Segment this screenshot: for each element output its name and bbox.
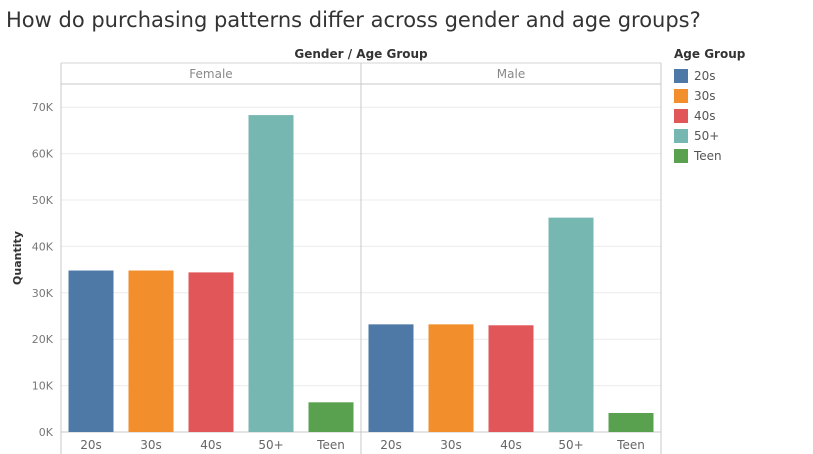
bar-female-40s (188, 272, 234, 432)
y-tick-label: 0K (39, 426, 54, 439)
legend-swatch-30s (674, 89, 688, 103)
x-tick-label: 30s (140, 438, 162, 452)
panel-header-female: Female (189, 67, 232, 81)
legend-label-40s: 40s (694, 109, 716, 123)
x-tick-label: Teen (316, 438, 345, 452)
bar-male-30s (428, 324, 474, 432)
y-tick-label: 40K (32, 240, 54, 253)
legend-swatch-teen (674, 149, 688, 163)
legend-title: Age Group (674, 47, 746, 61)
header-label: Gender / Age Group (294, 47, 428, 61)
legend-item-20s[interactable]: 20s (674, 66, 804, 86)
x-tick-label: 30s (440, 438, 462, 452)
bar-female-30s (128, 270, 174, 432)
bar-male-20s (368, 324, 414, 432)
bar-female-teen (308, 402, 354, 432)
chart-title: How do purchasing patterns differ across… (6, 8, 701, 32)
x-tick-label: 20s (80, 438, 102, 452)
legend-label-teen: Teen (694, 149, 722, 163)
legend-item-50plus[interactable]: 50+ (674, 126, 804, 146)
legend-label-50plus: 50+ (694, 129, 720, 143)
y-tick-label: 60K (32, 148, 54, 161)
x-tick-label: 20s (380, 438, 402, 452)
y-tick-label: 70K (32, 101, 54, 114)
legend-label-30s: 30s (694, 89, 716, 103)
x-tick-label: 50+ (558, 438, 583, 452)
legend-swatch-40s (674, 109, 688, 123)
bar-female-50plus (248, 115, 294, 432)
x-tick-label: 50+ (258, 438, 283, 452)
panel-header-male: Male (497, 67, 525, 81)
bar-female-20s (68, 270, 114, 432)
y-tick-label: 10K (32, 380, 54, 393)
bar-male-40s (488, 325, 534, 432)
y-tick-label: 50K (32, 194, 54, 207)
y-tick-label: 30K (32, 287, 54, 300)
legend-label-20s: 20s (694, 69, 716, 83)
x-tick-label: 40s (500, 438, 522, 452)
legend: Age Group 20s 30s 40s 50+ Teen (674, 47, 804, 166)
legend-swatch-50plus (674, 129, 688, 143)
legend-item-teen[interactable]: Teen (674, 146, 804, 166)
x-tick-label: 40s (200, 438, 222, 452)
legend-swatch-20s (674, 69, 688, 83)
y-axis-title: Quantity (11, 231, 24, 285)
y-tick-label: 20K (32, 333, 54, 346)
legend-item-30s[interactable]: 30s (674, 86, 804, 106)
x-tick-label: Teen (616, 438, 645, 452)
bar-male-teen (608, 412, 654, 432)
bar-male-50plus (548, 217, 594, 432)
legend-item-40s[interactable]: 40s (674, 106, 804, 126)
